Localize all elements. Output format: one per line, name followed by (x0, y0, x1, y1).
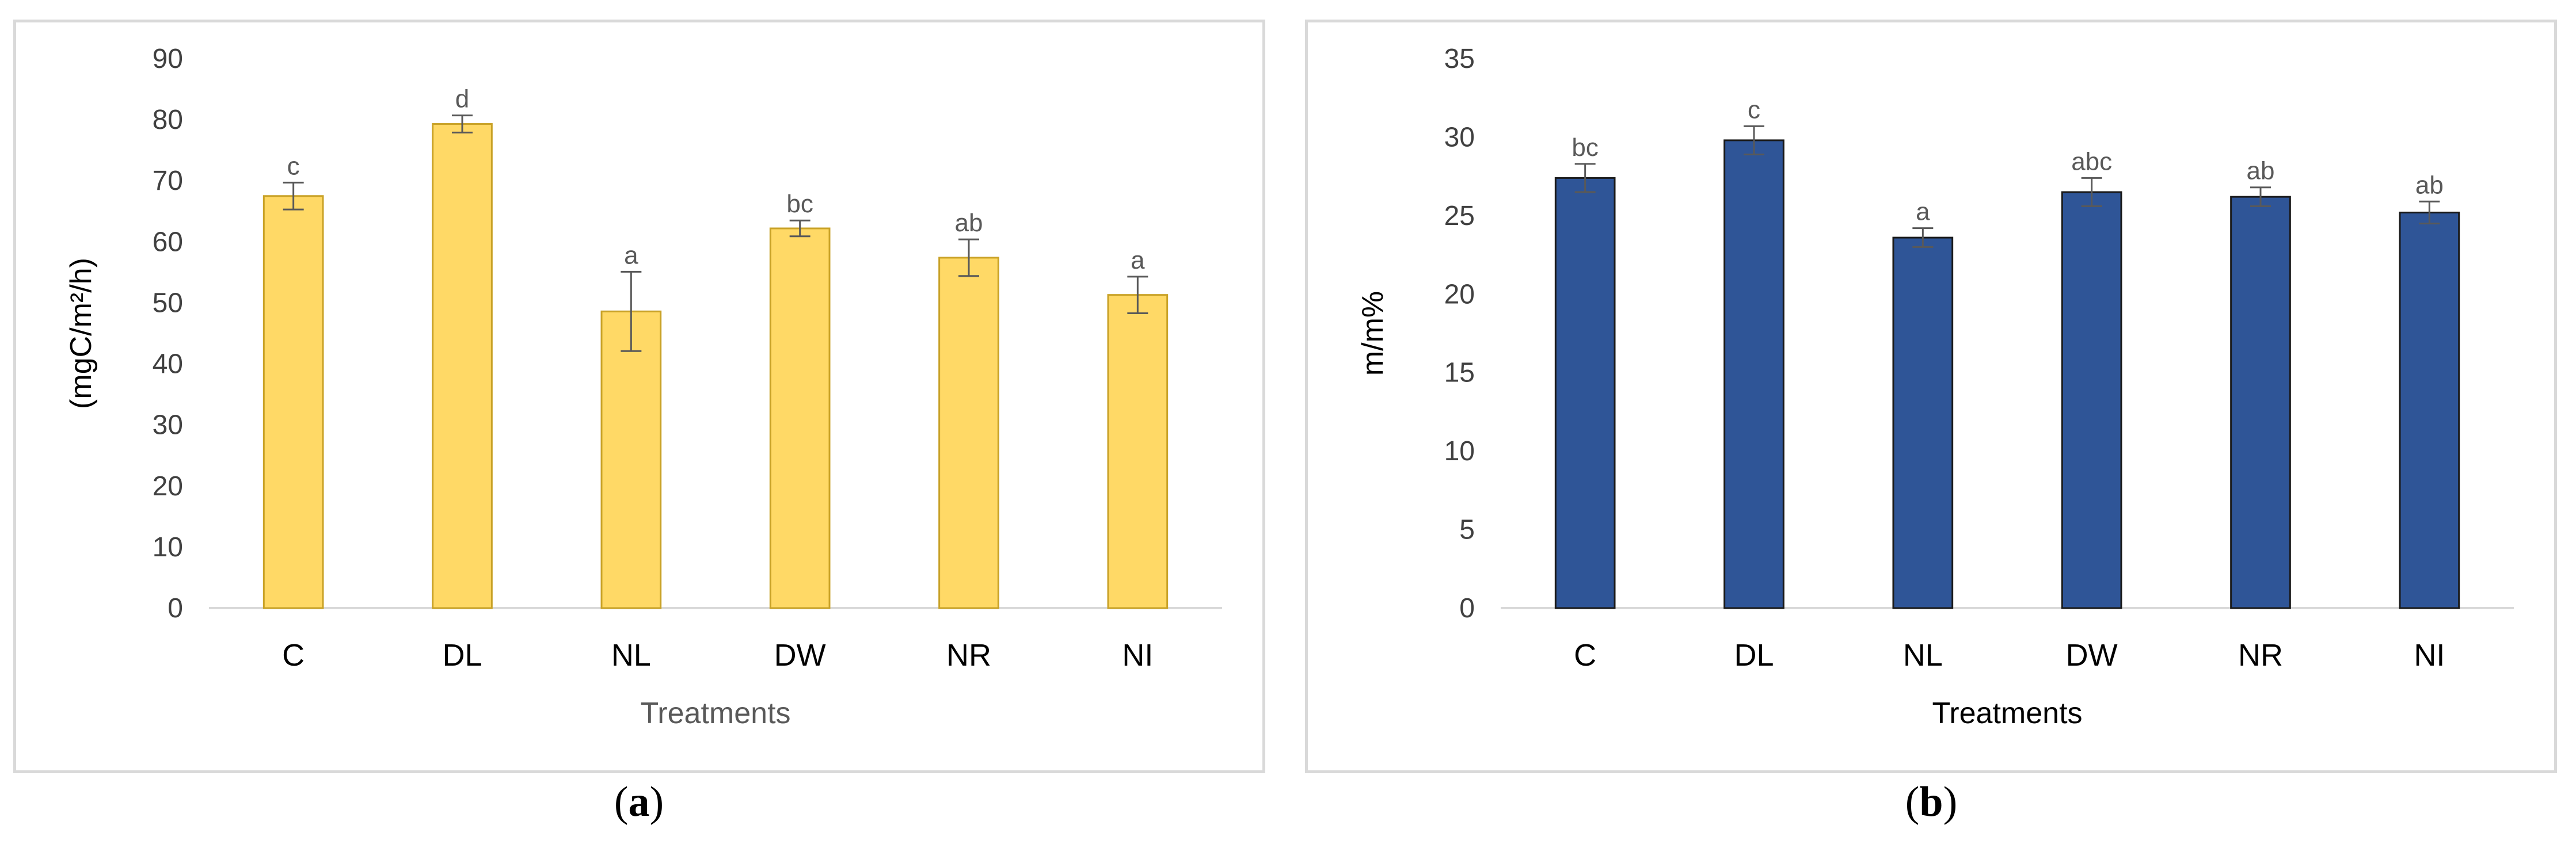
y-tick-label-b-4: 20 (1444, 279, 1475, 310)
caption-b: (b) (1905, 778, 1958, 826)
caption-a: (a) (614, 778, 664, 826)
bar-a-C (262, 195, 324, 609)
error-bar-a-NL (621, 270, 642, 352)
bar-chart-a: 0 10 20 30 40 50 60 70 80 90 c Cd DL a NL bc DW ab NR a NI Tr… (64, 44, 1222, 730)
bar-b-NL (1892, 236, 1954, 609)
y-tick-label-b-0: 0 (1459, 593, 1475, 624)
bar-b-C (1554, 177, 1616, 609)
x-axis-title-b: Treatments (1932, 697, 2082, 730)
significance-label-b-DW: abc (2071, 147, 2112, 175)
error-bar-b-NR (2250, 186, 2271, 207)
error-bar-b-DL (1744, 125, 1764, 155)
y-tick-label-a-2: 20 (153, 471, 183, 502)
y-tick-label-a-9: 90 (153, 44, 183, 74)
y-tick-label-a-7: 70 (153, 166, 183, 196)
error-bar-b-NI (2419, 200, 2440, 224)
x-tick-label-a-NR: NR (946, 638, 991, 673)
y-tick-label-a-3: 30 (153, 410, 183, 441)
y-tick-label-b-5: 25 (1444, 201, 1475, 231)
bar-b-DW (2061, 191, 2122, 609)
y-tick-label-a-4: 40 (153, 349, 183, 380)
significance-label-b-C: bc (1572, 133, 1598, 162)
error-bar-a-DW (789, 219, 811, 238)
x-tick-label-a-NI: NI (1122, 638, 1153, 673)
y-tick-label-b-1: 5 (1459, 515, 1475, 545)
bar-a-DL (432, 123, 493, 609)
error-bar-a-DL (452, 114, 473, 133)
significance-label-b-DL: c (1748, 96, 1760, 124)
y-tick-label-b-7: 35 (1444, 44, 1475, 74)
error-bar-b-DW (2081, 177, 2102, 207)
significance-label-a-NL: a (624, 241, 638, 269)
x-tick-label-a-NL: NL (611, 638, 651, 673)
error-bar-a-C (283, 181, 304, 211)
x-tick-label-a-C: C (282, 638, 305, 673)
error-bar-a-NR (958, 238, 979, 277)
x-tick-label-b-NL: NL (1903, 638, 1943, 673)
y-tick-label-a-5: 50 (153, 288, 183, 318)
y-tick-label-a-8: 80 (153, 105, 183, 135)
x-tick-label-a-DW: DW (774, 638, 826, 673)
bar-a-NL (600, 310, 662, 609)
bar-b-NI (2399, 211, 2460, 609)
y-tick-label-a-1: 10 (153, 532, 183, 563)
y-tick-label-a-6: 60 (153, 227, 183, 257)
y-axis-title-a: (mgC/m²/h) (64, 258, 98, 409)
x-tick-label-b-DW: DW (2066, 638, 2118, 673)
x-tick-label-b-NI: NI (2414, 638, 2445, 673)
bar-chart-b: 0 5 10 15 20 25 30 35 bc Cc DL a NL abc DW ab NR ab NI Trea… (1356, 44, 2514, 730)
error-bar-b-NL (1912, 227, 1934, 248)
y-tick-label-b-2: 10 (1444, 436, 1475, 467)
y-tick-label-a-0: 0 (168, 593, 183, 624)
significance-label-a-C: c (287, 152, 300, 180)
bar-a-NI (1107, 294, 1169, 609)
significance-label-a-DW: bc (786, 190, 813, 218)
significance-label-a-NI: a (1131, 246, 1145, 274)
x-tick-label-b-DL: DL (1734, 638, 1774, 673)
y-tick-label-b-3: 15 (1444, 358, 1475, 388)
x-tick-label-b-C: C (1574, 638, 1596, 673)
significance-label-b-NR: ab (2247, 157, 2275, 185)
y-axis-title-b: m/m% (1356, 291, 1390, 376)
significance-label-a-NR: ab (955, 209, 983, 237)
bar-b-DL (1723, 139, 1784, 609)
error-bar-a-NI (1127, 276, 1148, 314)
bar-a-DW (769, 227, 831, 609)
y-tick-label-b-6: 30 (1444, 122, 1475, 152)
bar-a-NR (938, 257, 999, 609)
caption-b-letter: b (1919, 778, 1943, 826)
significance-label-b-NL: a (1916, 198, 1930, 226)
bar-b-NR (2230, 196, 2291, 609)
x-axis-title-a: Treatments (640, 697, 790, 730)
caption-a-letter: a (628, 778, 650, 826)
x-tick-label-b-NR: NR (2238, 638, 2283, 673)
significance-label-a-DL: d (455, 85, 469, 113)
significance-label-b-NI: ab (2415, 171, 2444, 199)
x-tick-label-a-DL: DL (442, 638, 482, 673)
error-bar-b-C (1574, 163, 1596, 193)
